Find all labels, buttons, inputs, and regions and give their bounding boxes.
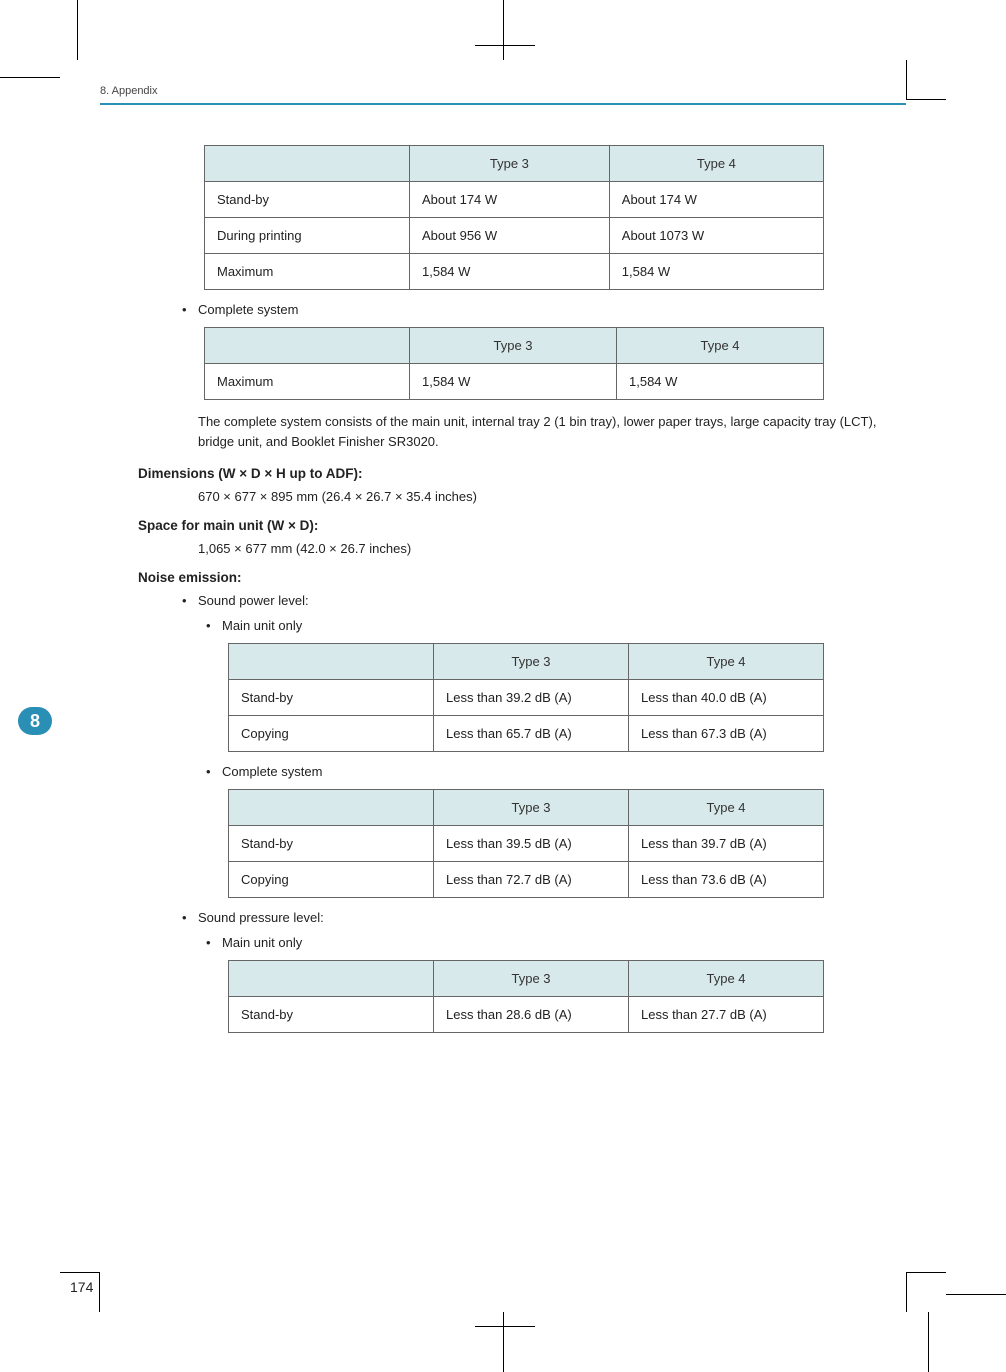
col-header: Type 4 <box>629 790 824 826</box>
crop-mark <box>503 1312 504 1372</box>
col-header: Type 4 <box>629 644 824 680</box>
bullet-main-unit-only: Main unit only <box>204 618 906 633</box>
space-value: 1,065 × 677 mm (42.0 × 26.7 inches) <box>198 541 906 556</box>
page-number: 174 <box>70 1279 93 1295</box>
chapter-tab-badge: 8 <box>18 707 52 735</box>
dimensions-value: 670 × 677 × 895 mm (26.4 × 26.7 × 35.4 i… <box>198 489 906 504</box>
col-header: Type 3 <box>434 961 629 997</box>
table-row: Maximum 1,584 W 1,584 W <box>205 254 824 290</box>
table-row: Maximum 1,584 W 1,584 W <box>205 364 824 400</box>
space-heading: Space for main unit (W × D): <box>138 518 906 533</box>
dimensions-heading: Dimensions (W × D × H up to ADF): <box>138 466 906 481</box>
crop-mark <box>475 45 535 46</box>
complete-system-power-table: Type 3 Type 4 Maximum 1,584 W 1,584 W <box>204 327 824 400</box>
crop-mark <box>503 0 504 60</box>
complete-system-note: The complete system consists of the main… <box>198 412 906 452</box>
sound-power-main-table: Type 3 Type 4 Stand-by Less than 39.2 dB… <box>228 643 824 752</box>
crop-mark <box>928 1312 929 1372</box>
crop-mark <box>475 1326 535 1327</box>
bullet-sound-power: Sound power level: <box>180 593 906 608</box>
crop-mark <box>0 77 60 78</box>
power-consumption-table: Type 3 Type 4 Stand-by About 174 W About… <box>204 145 824 290</box>
crop-mark <box>946 1294 1006 1295</box>
col-header: Type 3 <box>410 146 610 182</box>
crop-mark <box>906 1272 946 1312</box>
table-row: Copying Less than 65.7 dB (A) Less than … <box>229 716 824 752</box>
noise-heading: Noise emission: <box>138 570 906 585</box>
sound-power-complete-table: Type 3 Type 4 Stand-by Less than 39.5 dB… <box>228 789 824 898</box>
table-row: During printing About 956 W About 1073 W <box>205 218 824 254</box>
col-header: Type 3 <box>410 328 617 364</box>
col-header: Type 3 <box>434 790 629 826</box>
table-row: Stand-by Less than 28.6 dB (A) Less than… <box>229 997 824 1033</box>
table-row: Copying Less than 72.7 dB (A) Less than … <box>229 862 824 898</box>
bullet-main-unit-only-2: Main unit only <box>204 935 906 950</box>
crop-mark <box>906 60 946 100</box>
content-area: Type 3 Type 4 Stand-by About 174 W About… <box>100 145 906 1033</box>
bullet-complete-system: Complete system <box>180 302 906 317</box>
col-header: Type 4 <box>609 146 823 182</box>
page-body: 8. Appendix 8 Type 3 Type 4 Stand-by Abo… <box>100 85 906 1285</box>
col-header: Type 4 <box>617 328 824 364</box>
bullet-complete-system-2: Complete system <box>204 764 906 779</box>
sound-pressure-main-table: Type 3 Type 4 Stand-by Less than 28.6 dB… <box>228 960 824 1033</box>
table-row: Stand-by Less than 39.2 dB (A) Less than… <box>229 680 824 716</box>
bullet-sound-pressure: Sound pressure level: <box>180 910 906 925</box>
table-row: Stand-by About 174 W About 174 W <box>205 182 824 218</box>
table-row: Stand-by Less than 39.5 dB (A) Less than… <box>229 826 824 862</box>
col-header: Type 3 <box>434 644 629 680</box>
running-header: 8. Appendix <box>100 85 906 105</box>
col-header: Type 4 <box>629 961 824 997</box>
crop-mark <box>77 0 78 60</box>
